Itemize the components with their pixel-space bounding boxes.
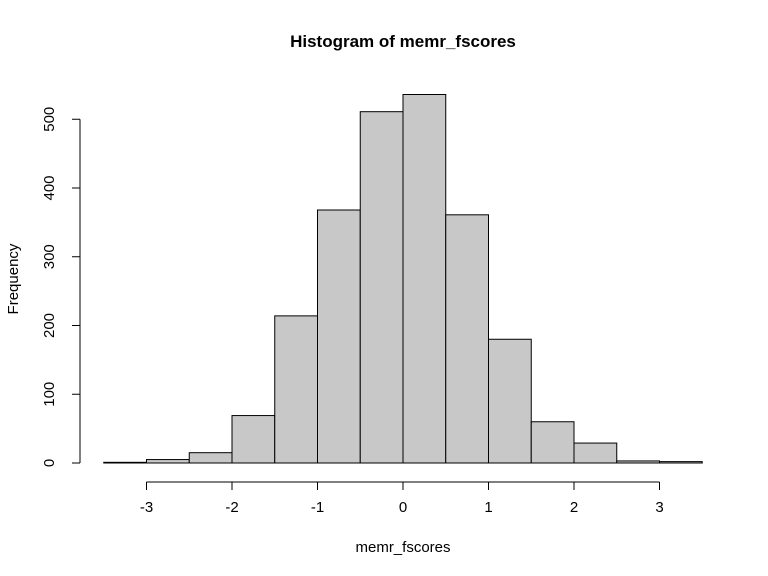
y-tick-label: 500 [41, 107, 58, 132]
histogram-bar [616, 460, 660, 464]
x-tick-label: 0 [399, 499, 407, 516]
histogram-bar [359, 111, 404, 464]
chart-title: Histogram of memr_fscores [290, 32, 516, 51]
y-axis-label: Frequency [5, 243, 22, 314]
histogram-bar [103, 461, 147, 464]
x-tick-label: 2 [570, 499, 578, 516]
histogram-bar [488, 338, 532, 464]
histogram-bar [274, 315, 318, 464]
x-axis: -3 -2 -1 0 1 2 3 [140, 481, 664, 516]
bars-group [103, 94, 703, 464]
histogram-bar [530, 421, 575, 464]
histogram-bar [317, 209, 361, 464]
histogram-bar [659, 461, 703, 464]
y-tick-label: 0 [41, 459, 58, 467]
histogram-bar [402, 94, 447, 464]
histogram-bar [573, 442, 618, 464]
y-tick-label: 200 [41, 313, 58, 338]
y-tick-label: 400 [41, 175, 58, 200]
histogram-bar [188, 452, 233, 464]
x-tick-label: 3 [655, 499, 663, 516]
histogram-bar [231, 415, 276, 464]
y-axis: 0 100 200 300 400 500 [41, 107, 81, 467]
histogram-bar [445, 214, 489, 464]
y-tick-label: 300 [41, 244, 58, 269]
x-axis-label: memr_fscores [355, 539, 450, 556]
x-tick-label: -3 [140, 499, 153, 516]
y-tick-label: 100 [41, 382, 58, 407]
x-tick-label: 1 [484, 499, 492, 516]
x-tick-label: -2 [225, 499, 238, 516]
histogram-bar [146, 459, 190, 464]
x-tick-label: -1 [311, 499, 324, 516]
